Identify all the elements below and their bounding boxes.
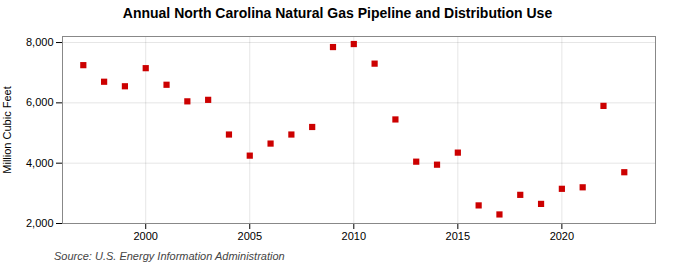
svg-text:6,000: 6,000 bbox=[26, 96, 54, 108]
svg-text:Million Cubic Feet: Million Cubic Feet bbox=[1, 86, 13, 173]
svg-text:2000: 2000 bbox=[133, 230, 157, 242]
svg-text:2015: 2015 bbox=[446, 230, 470, 242]
svg-text:2020: 2020 bbox=[550, 230, 574, 242]
html-text:Annual North Carolina Natural: Annual North Carolina Natural Gas Pipeli… bbox=[122, 5, 553, 21]
svg-text:4,000: 4,000 bbox=[26, 157, 54, 169]
svg-text:2005: 2005 bbox=[238, 230, 262, 242]
html-text:Source: U.S. Energy Informatio: Source: U.S. Energy Information Administ… bbox=[54, 250, 285, 262]
svg-text:2010: 2010 bbox=[342, 230, 366, 242]
svg-text:8,000: 8,000 bbox=[26, 36, 54, 48]
svg-text:2,000: 2,000 bbox=[26, 217, 54, 229]
